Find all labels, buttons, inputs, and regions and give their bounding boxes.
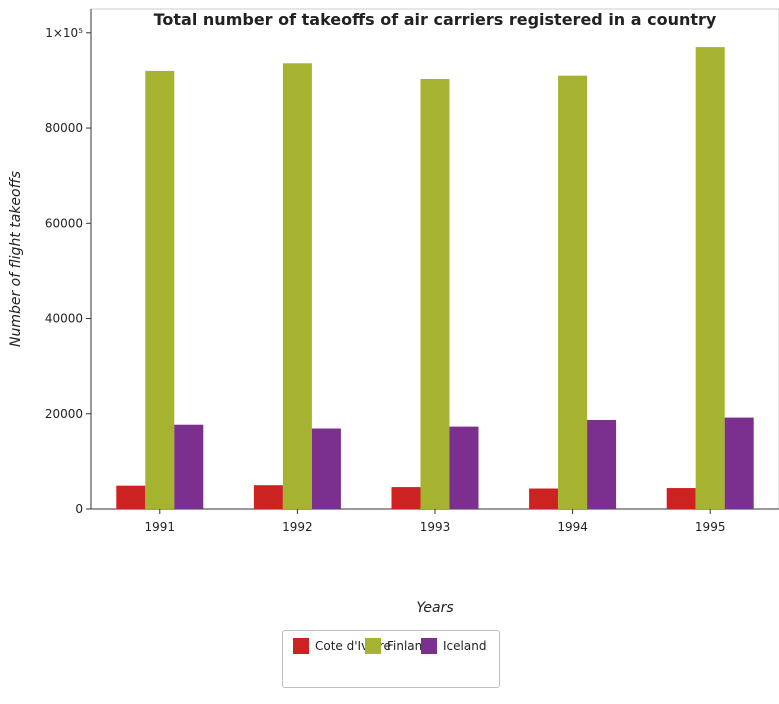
y-tick-label: 80000 <box>45 121 83 135</box>
x-tick-label: 1993 <box>420 520 451 534</box>
y-tick-label: 60000 <box>45 216 83 230</box>
bar-cote-d-ivoire-1993 <box>391 487 421 509</box>
legend: Cote d'Ivoire Finland Iceland <box>282 630 500 688</box>
bar-iceland-1993 <box>449 426 479 509</box>
y-axis-label: Number of flight takeoffs <box>8 171 24 347</box>
y-tick-label: 0 <box>75 502 83 516</box>
x-axis-label: Years <box>416 600 453 616</box>
legend-swatch <box>421 638 437 654</box>
legend-label: Iceland <box>443 639 486 653</box>
bar-cote-d-ivoire-1995 <box>666 488 696 509</box>
x-tick-label: 1994 <box>557 520 588 534</box>
bar-finland-1991 <box>145 70 175 510</box>
y-tick-label: 40000 <box>45 312 83 326</box>
legend-label: Finland <box>387 639 430 653</box>
y-axis: 0 20000 40000 60000 80000 1×10⁵ <box>45 9 92 516</box>
bar-iceland-1992 <box>311 428 341 509</box>
bar-iceland-1991 <box>174 424 204 509</box>
x-tick-label: 1992 <box>282 520 313 534</box>
bars <box>116 47 754 510</box>
chart-title: Total number of takeoffs of air carriers… <box>154 10 717 29</box>
bar-iceland-1994 <box>587 419 617 509</box>
x-tick-label: 1991 <box>145 520 176 534</box>
y-tick-label: 20000 <box>45 407 83 421</box>
bar-finland-1995 <box>695 47 725 509</box>
y-tick-label: 1×10⁵ <box>45 26 83 40</box>
bar-finland-1992 <box>282 63 312 510</box>
x-axis: 1991 1992 1993 1994 1995 <box>91 508 779 534</box>
bar-finland-1994 <box>558 75 588 510</box>
legend-swatch <box>293 638 309 654</box>
bar-finland-1993 <box>420 79 450 509</box>
x-tick-label: 1995 <box>695 520 726 534</box>
bar-iceland-1995 <box>724 417 754 509</box>
bar-cote-d-ivoire-1994 <box>529 488 559 509</box>
legend-swatch <box>365 638 381 654</box>
bar-cote-d-ivoire-1992 <box>253 485 283 509</box>
bar-cote-d-ivoire-1991 <box>116 485 146 509</box>
